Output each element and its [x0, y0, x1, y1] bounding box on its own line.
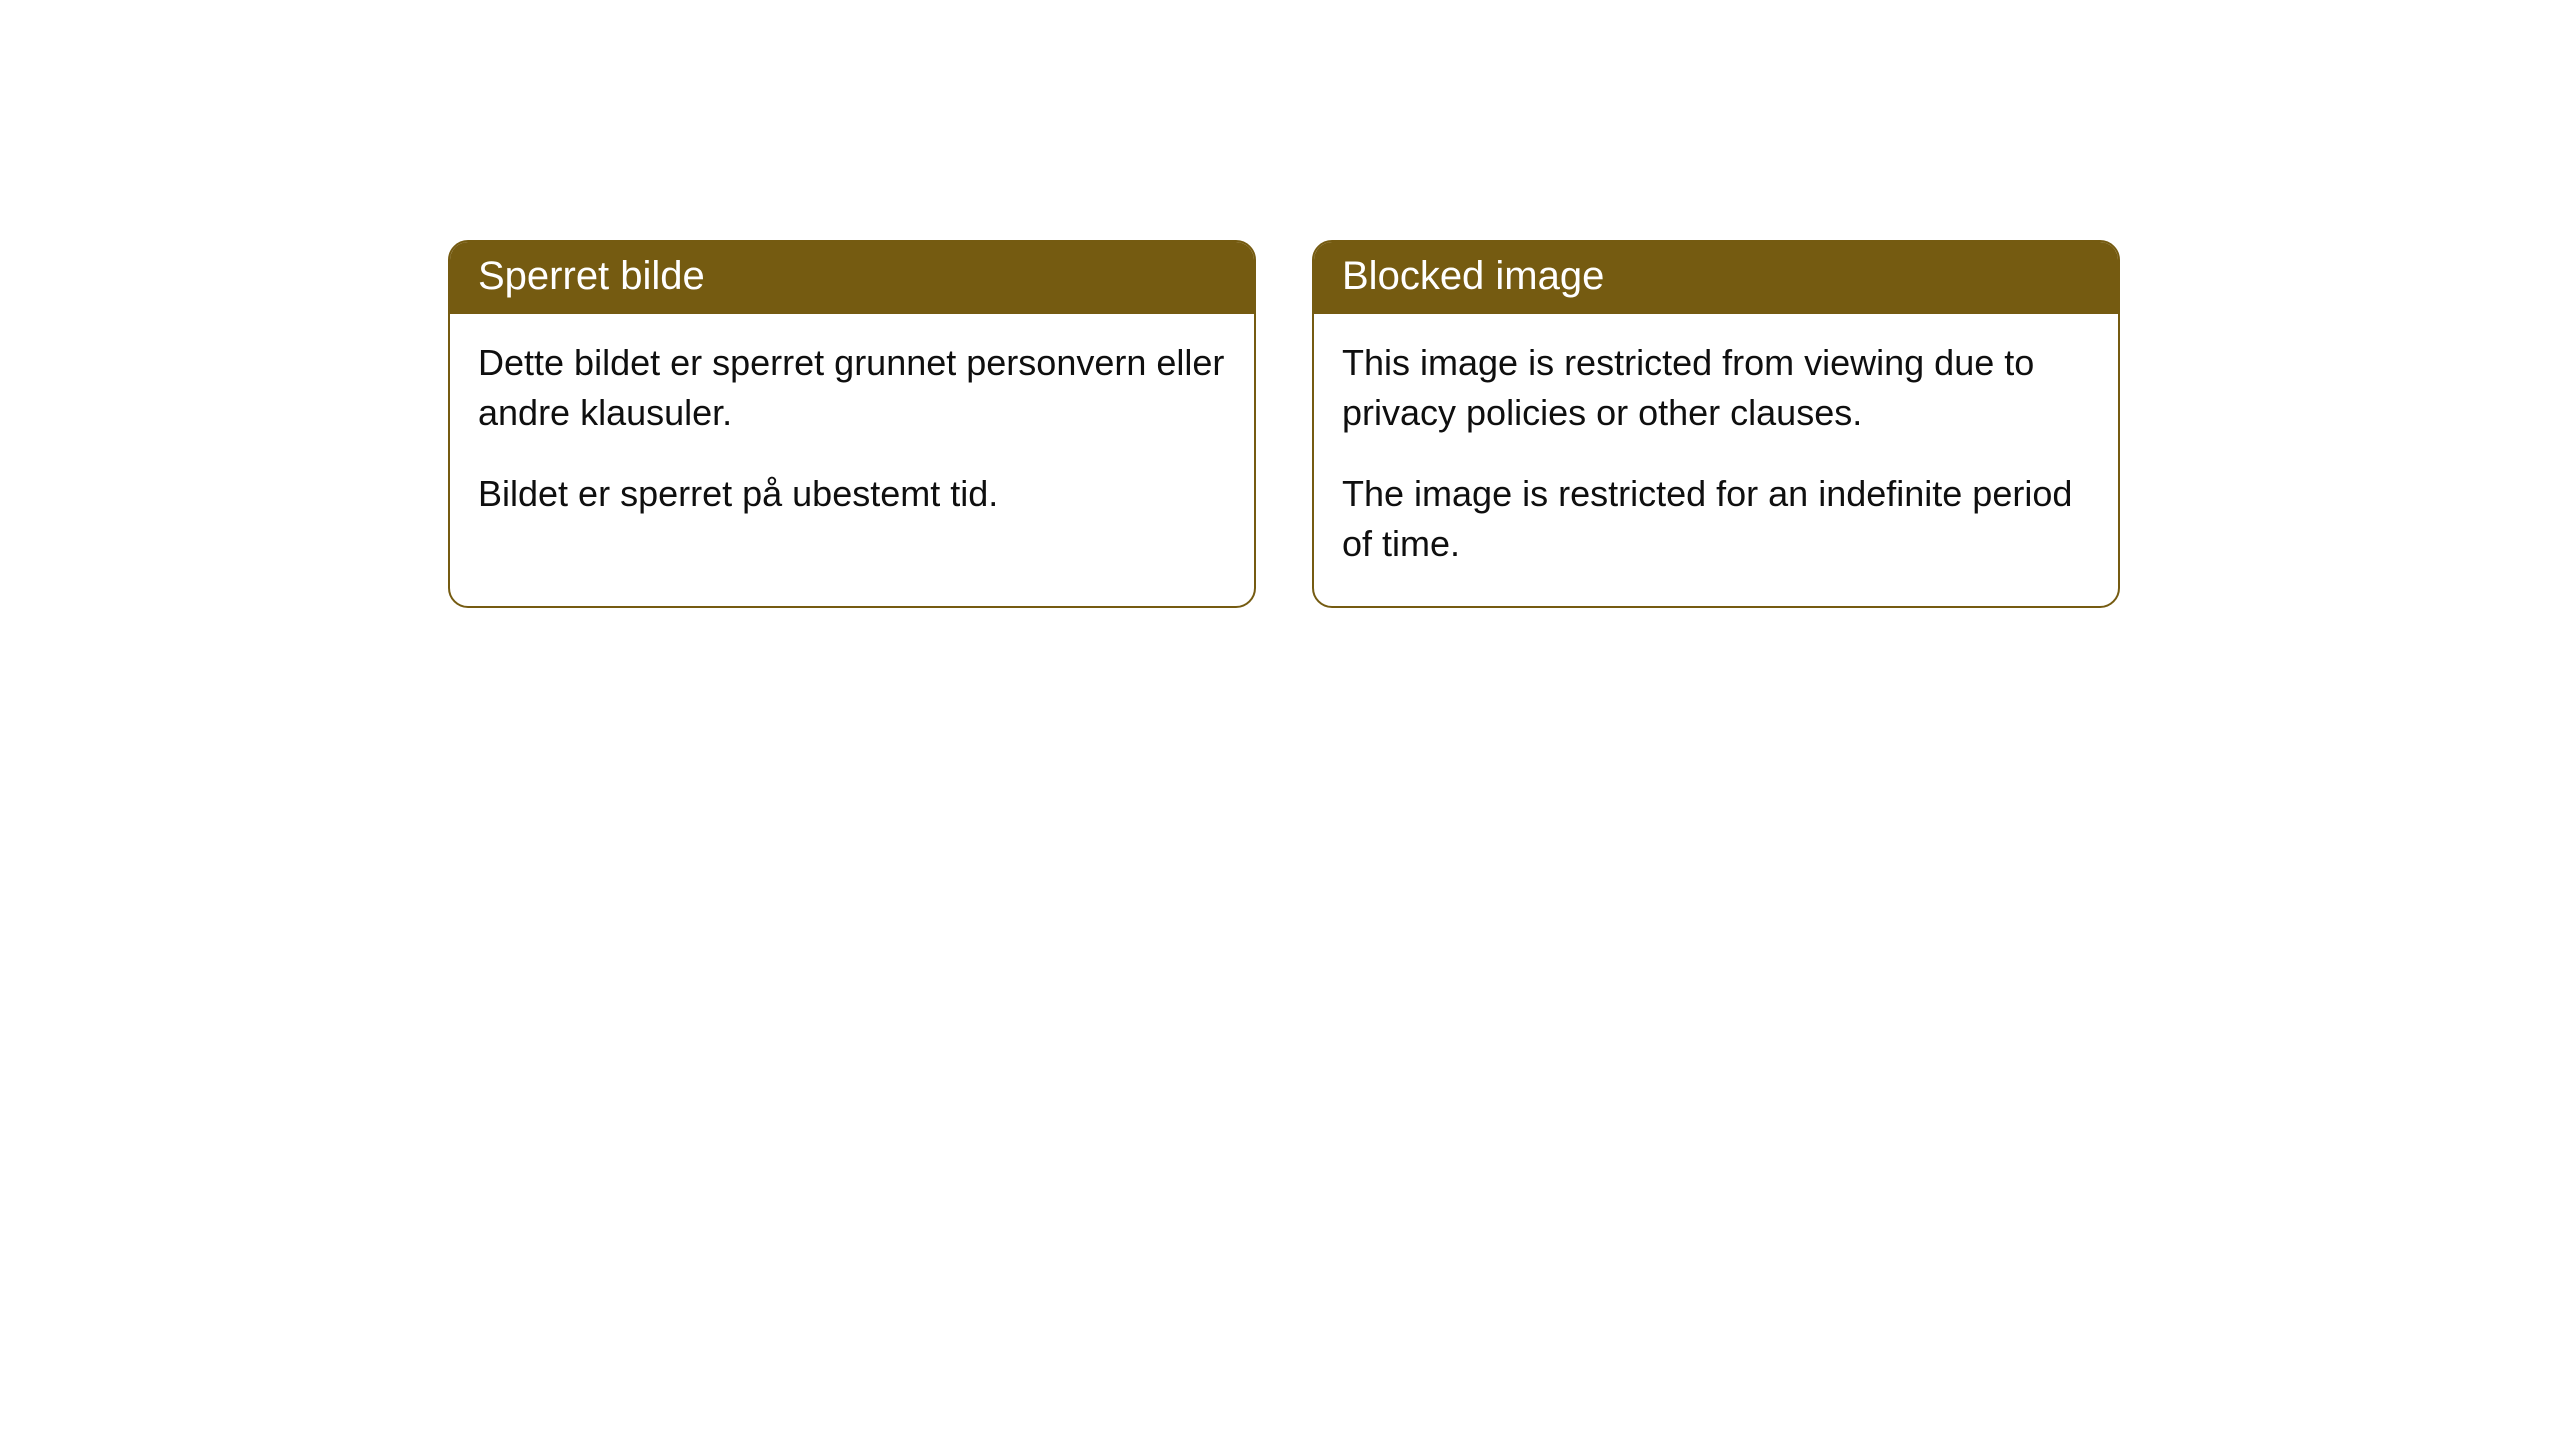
card-paragraph-1: This image is restricted from viewing du… [1342, 338, 2090, 439]
card-paragraph-1: Dette bildet er sperret grunnet personve… [478, 338, 1226, 439]
card-body-english: This image is restricted from viewing du… [1314, 314, 2118, 606]
card-english: Blocked image This image is restricted f… [1312, 240, 2120, 608]
card-header-english: Blocked image [1314, 242, 2118, 314]
card-norwegian: Sperret bilde Dette bildet er sperret gr… [448, 240, 1256, 608]
card-body-norwegian: Dette bildet er sperret grunnet personve… [450, 314, 1254, 555]
card-header-norwegian: Sperret bilde [450, 242, 1254, 314]
card-paragraph-2: The image is restricted for an indefinit… [1342, 469, 2090, 570]
blocked-image-cards: Sperret bilde Dette bildet er sperret gr… [448, 240, 2560, 608]
card-paragraph-2: Bildet er sperret på ubestemt tid. [478, 469, 1226, 519]
